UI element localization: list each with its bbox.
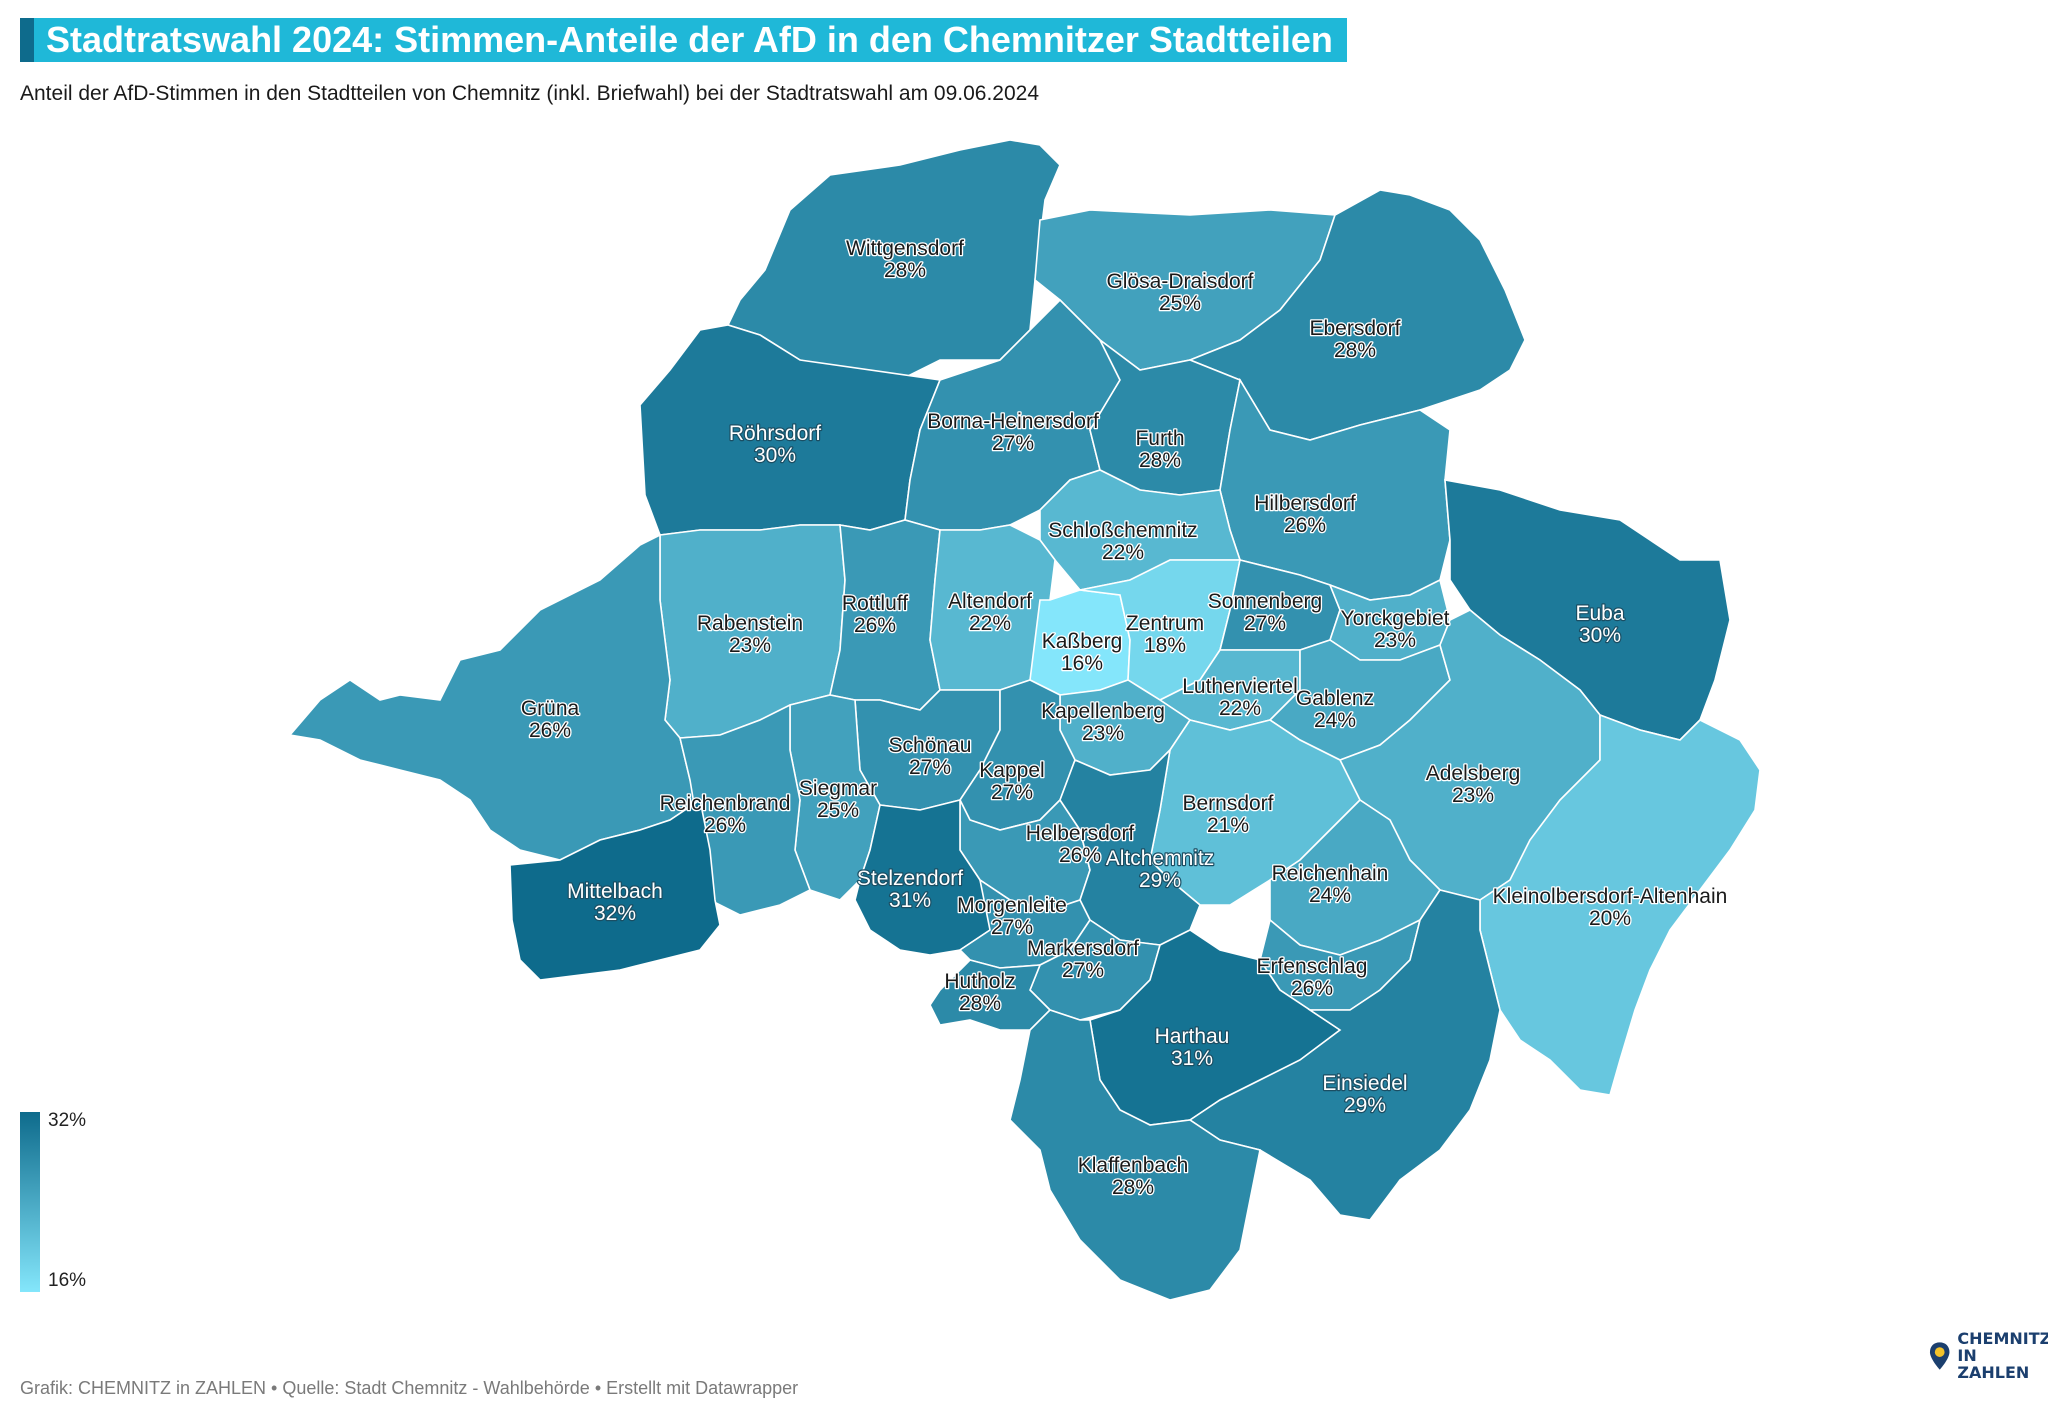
value-rabenstein: 23% xyxy=(729,634,771,657)
value-schlosschemnitz: 22% xyxy=(1102,541,1144,564)
label-klaffenbach: Klaffenbach xyxy=(1078,1154,1189,1177)
value-kappel: 27% xyxy=(991,781,1033,804)
value-stelzendorf: 31% xyxy=(889,889,931,912)
value-kleinolbersdorf-altenhain: 20% xyxy=(1589,907,1631,930)
logo-line-2: IN ZAHLEN xyxy=(1957,1346,2030,1382)
page-subtitle: Anteil der AfD-Stimmen in den Stadtteile… xyxy=(20,82,1040,105)
value-reichenhain: 24% xyxy=(1309,884,1351,907)
value-yorckgebiet: 23% xyxy=(1374,629,1416,652)
value-roehrsdorf: 30% xyxy=(754,444,796,467)
value-mittelbach: 32% xyxy=(594,902,636,925)
label-harthau: Harthau xyxy=(1155,1025,1230,1048)
label-altchemnitz: Altchemnitz xyxy=(1106,847,1215,870)
label-hutholz: Hutholz xyxy=(944,970,1015,993)
label-markersdorf: Markersdorf xyxy=(1027,937,1139,960)
map-pin-icon xyxy=(1929,1341,1950,1370)
value-gruena: 26% xyxy=(529,719,571,742)
value-ebersdorf: 28% xyxy=(1334,339,1376,362)
label-gruena: Grüna xyxy=(521,697,580,720)
label-wittgensdorf: Wittgensdorf xyxy=(846,237,964,260)
label-zentrum: Zentrum xyxy=(1126,612,1204,635)
label-schlosschemnitz: Schloßchemnitz xyxy=(1048,519,1197,542)
label-reichenbrand: Reichenbrand xyxy=(660,792,791,815)
label-hilbersdorf: Hilbersdorf xyxy=(1254,492,1356,515)
value-borna-heinersdorf: 27% xyxy=(992,432,1034,455)
color-scale-bar xyxy=(20,1112,40,1292)
label-schoenau: Schönau xyxy=(889,734,972,757)
value-rottluff: 26% xyxy=(854,614,896,637)
label-gablenz: Gablenz xyxy=(1296,687,1374,710)
value-wittgensdorf: 28% xyxy=(884,259,926,282)
label-kleinolbersdorf-altenhain: Kleinolbersdorf-Altenhain xyxy=(1493,885,1728,908)
label-furth: Furth xyxy=(1135,427,1184,450)
value-euba: 30% xyxy=(1579,624,1621,647)
value-siegmar: 25% xyxy=(817,799,859,822)
value-sonnenberg: 27% xyxy=(1244,612,1286,635)
region-mittelbach[interactable] xyxy=(509,798,721,981)
region-klaffenbach[interactable] xyxy=(1009,1009,1261,1301)
value-bernsdorf: 21% xyxy=(1207,814,1249,837)
value-schoenau: 27% xyxy=(909,756,951,779)
label-morgenleite: Morgenleite xyxy=(957,894,1067,917)
label-stelzendorf: Stelzendorf xyxy=(857,867,963,890)
label-rabenstein: Rabenstein xyxy=(697,612,803,635)
label-euba: Euba xyxy=(1575,602,1624,625)
label-siegmar: Siegmar xyxy=(799,777,877,800)
label-sonnenberg: Sonnenberg xyxy=(1208,590,1322,613)
value-markersdorf: 27% xyxy=(1062,959,1104,982)
value-lutherviertel: 22% xyxy=(1219,697,1261,720)
label-erfenschlag: Erfenschlag xyxy=(1257,955,1368,978)
value-reichenbrand: 26% xyxy=(704,814,746,837)
label-mittelbach: Mittelbach xyxy=(567,880,663,903)
value-hilbersdorf: 26% xyxy=(1284,514,1326,537)
label-gloesa-draisdorf: Glösa-Draisdorf xyxy=(1106,270,1253,293)
value-hutholz: 28% xyxy=(959,992,1001,1015)
value-kapellenberg: 23% xyxy=(1082,722,1124,745)
label-borna-heinersdorf: Borna-Heinersdorf xyxy=(927,410,1099,433)
value-gablenz: 24% xyxy=(1314,709,1356,732)
region-gruena[interactable] xyxy=(288,533,702,861)
value-altendorf: 22% xyxy=(969,612,1011,635)
label-einsiedel: Einsiedel xyxy=(1322,1072,1407,1095)
page-title: Stadtratswahl 2024: Stimmen-Anteile der … xyxy=(34,18,1347,62)
value-einsiedel: 29% xyxy=(1344,1094,1386,1117)
legend-min-label: 16% xyxy=(48,1270,87,1291)
label-bernsdorf: Bernsdorf xyxy=(1182,792,1273,815)
value-adelsberg: 23% xyxy=(1452,784,1494,807)
value-morgenleite: 27% xyxy=(991,916,1033,939)
label-kappel: Kappel xyxy=(979,759,1044,782)
value-helbersdorf: 26% xyxy=(1059,844,1101,867)
label-reichenhain: Reichenhain xyxy=(1272,862,1389,885)
label-roehrsdorf: Röhrsdorf xyxy=(729,422,821,445)
label-helbersdorf: Helbersdorf xyxy=(1026,822,1135,845)
value-klaffenbach: 28% xyxy=(1112,1176,1154,1199)
value-erfenschlag: 26% xyxy=(1291,977,1333,1000)
label-kapellenberg: Kapellenberg xyxy=(1041,700,1165,723)
logo-line-1: CHEMNITZ xyxy=(1957,1329,2048,1348)
legend-max-label: 32% xyxy=(48,1110,87,1131)
value-gloesa-draisdorf: 25% xyxy=(1159,292,1201,315)
label-altendorf: Altendorf xyxy=(948,590,1032,613)
label-lutherviertel: Lutherviertel xyxy=(1182,675,1298,698)
value-zentrum: 18% xyxy=(1144,634,1186,657)
label-kassberg: Kaßberg xyxy=(1042,630,1123,653)
title-banner: Stadtratswahl 2024: Stimmen-Anteile der … xyxy=(20,18,1347,62)
brand-logo[interactable]: CHEMNITZ IN ZAHLEN xyxy=(1928,1330,2048,1381)
footer-credits: Grafik: CHEMNITZ in ZAHLEN • Quelle: Sta… xyxy=(20,1378,799,1398)
label-rottluff: Rottluff xyxy=(842,592,908,615)
value-furth: 28% xyxy=(1139,449,1181,472)
label-ebersdorf: Ebersdorf xyxy=(1309,317,1400,340)
value-kassberg: 16% xyxy=(1061,652,1103,675)
title-accent-bar xyxy=(20,18,34,62)
label-yorckgebiet: Yorckgebiet xyxy=(1341,607,1450,630)
value-harthau: 31% xyxy=(1171,1047,1213,1070)
value-altchemnitz: 29% xyxy=(1139,869,1181,892)
label-adelsberg: Adelsberg xyxy=(1426,762,1521,785)
